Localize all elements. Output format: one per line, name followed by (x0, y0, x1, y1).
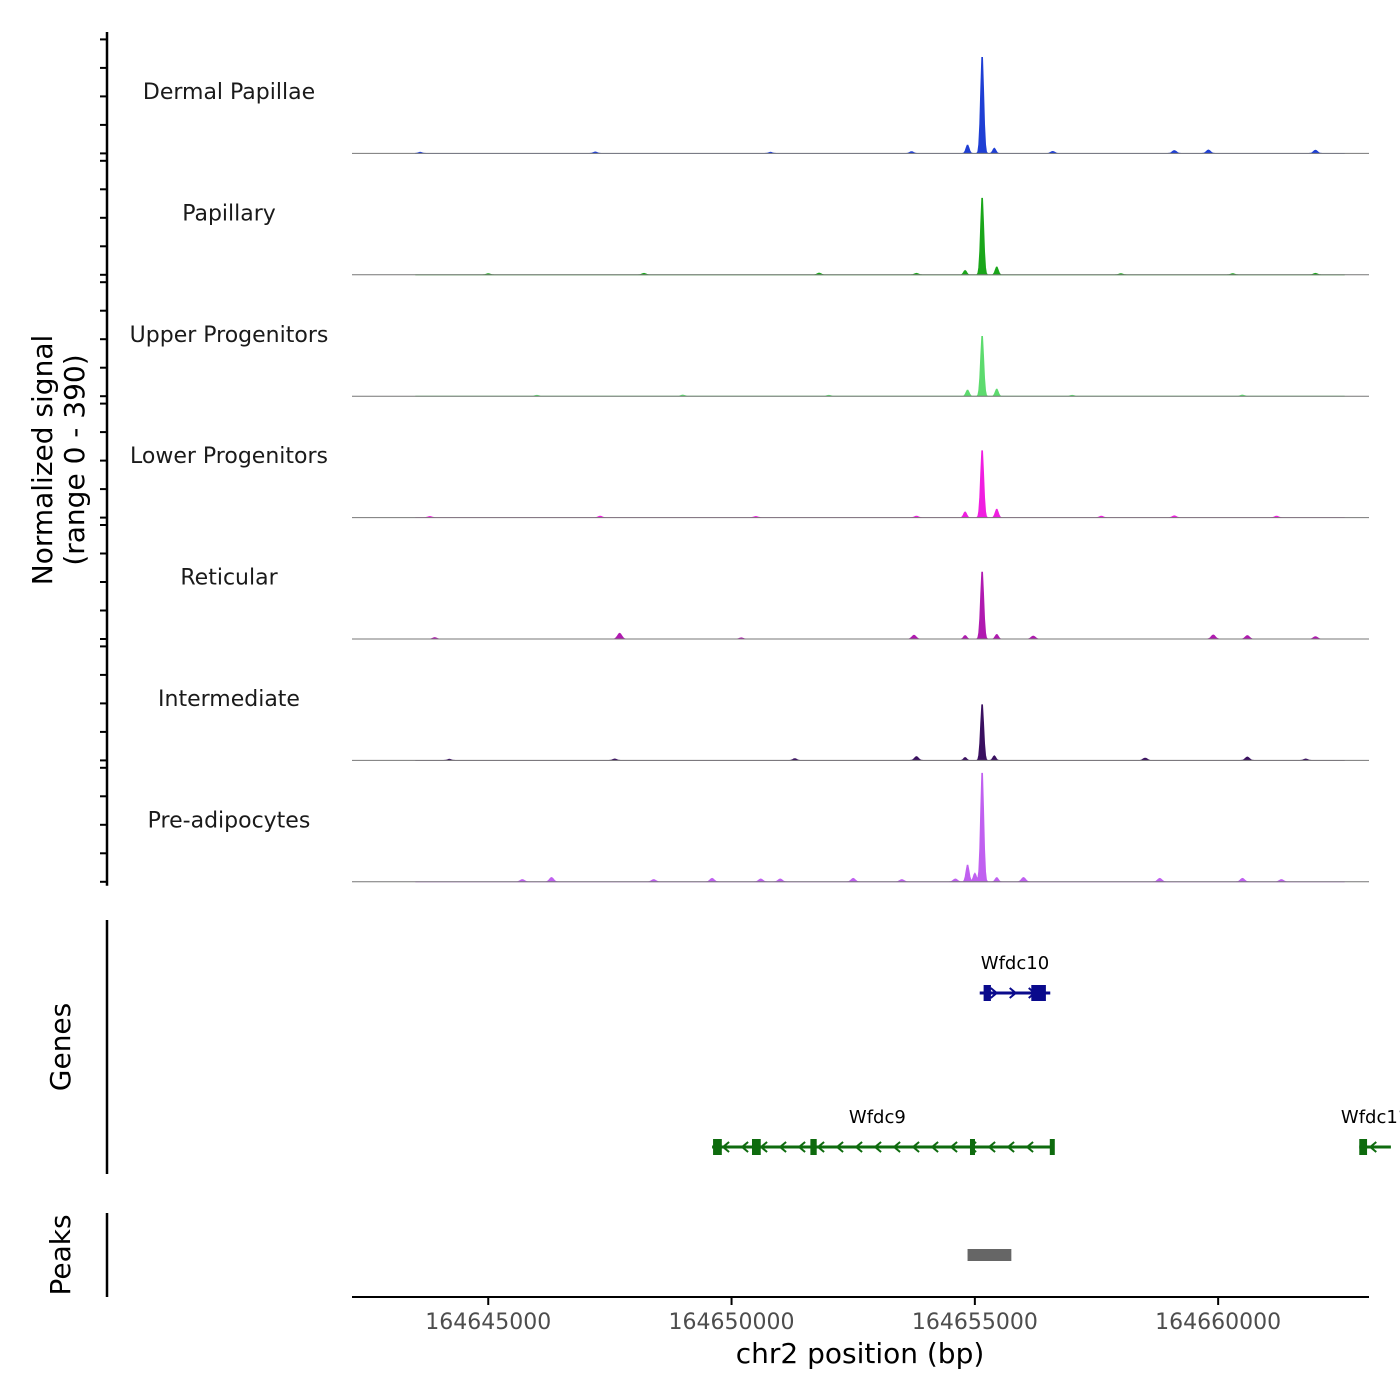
x-tick-label: 164655000 (912, 1310, 1038, 1335)
signal-area (415, 450, 1345, 518)
gene-label: Wfdc10 (981, 953, 1049, 974)
genes-panel: Genes Wfdc10 Wfdc9 Wfdc11 (44, 920, 1400, 1174)
genes-axis-title: Genes (44, 1003, 77, 1091)
track-label: Reticular (180, 566, 278, 591)
signal-area (415, 772, 1345, 883)
strand-chevron (1025, 1141, 1034, 1153)
gene-exon (1031, 985, 1046, 1001)
x-axis-title: chr2 position (bp) (736, 1337, 985, 1370)
strand-chevron (949, 1141, 958, 1153)
signal-tracks: Dermal Papillae Papillary Upper Progenitor… (100, 32, 1369, 886)
track-intermediate: Intermediate (100, 645, 1369, 762)
x-tick-label: 164645000 (425, 1310, 551, 1335)
track-upper-progenitors: Upper Progenitors (100, 281, 1369, 398)
strand-chevron (740, 1141, 749, 1153)
signal-area (415, 571, 1345, 640)
track-label: Intermediate (158, 687, 300, 712)
x-tick-label: 164660000 (1155, 1310, 1281, 1335)
strand-chevron (873, 1141, 882, 1153)
gene-wfdc10: Wfdc10 (979, 953, 1051, 1001)
peak-region (967, 1249, 1012, 1261)
gene-exon (1359, 1139, 1368, 1155)
peaks-panel: Peaks (44, 1213, 1012, 1297)
y-axis-title-line1: Normalized signal (26, 335, 59, 586)
signal-area (415, 336, 1345, 397)
strand-chevron (721, 1141, 730, 1153)
y-axis-title-line2: (range 0 - 390) (58, 354, 91, 565)
gene-exon (810, 1139, 817, 1155)
gene-exon (1049, 1139, 1055, 1155)
track-papillary: Papillary (100, 159, 1369, 276)
track-label: Upper Progenitors (130, 323, 329, 348)
peaks-axis-title: Peaks (44, 1214, 77, 1295)
gene-exon (751, 1139, 761, 1155)
strand-chevron (759, 1141, 768, 1153)
track-lower-progenitors: Lower Progenitors (100, 402, 1369, 519)
gene-label: Wfdc11 (1341, 1107, 1400, 1128)
strand-chevron (816, 1141, 825, 1153)
gene-exon (969, 1139, 975, 1155)
gene-wfdc11: Wfdc11 (1341, 1107, 1400, 1155)
strand-chevron (1009, 987, 1018, 999)
gene-wfdc9: Wfdc9 (712, 1107, 1055, 1155)
gene-exon (713, 1139, 722, 1155)
signal-y-axis-title: Normalized signal (range 0 - 390) (26, 335, 91, 586)
strand-chevron (911, 1141, 920, 1153)
track-label: Papillary (182, 201, 276, 226)
strand-chevron (1006, 1141, 1015, 1153)
track-dermal-papillae: Dermal Papillae (100, 38, 1369, 155)
strand-chevron (854, 1141, 863, 1153)
strand-chevron (987, 1141, 996, 1153)
x-axis: chr2 position (bp) 164645000 164650000 164… (352, 1296, 1369, 1370)
track-pre-adipocytes: Pre-adipocytes (100, 766, 1369, 883)
gene-label: Wfdc9 (849, 1107, 906, 1128)
strand-chevron (892, 1141, 901, 1153)
strand-chevron (930, 1141, 939, 1153)
strand-chevron (797, 1141, 806, 1153)
strand-chevron (990, 987, 999, 999)
signal-area (414, 57, 1345, 154)
track-label: Pre-adipocytes (148, 808, 311, 833)
x-tick-label: 164650000 (669, 1310, 795, 1335)
track-label: Dermal Papillae (143, 80, 315, 105)
strand-chevron (778, 1141, 787, 1153)
strand-chevron (1368, 1141, 1377, 1153)
signal-area (415, 197, 1345, 276)
signal-area (415, 704, 1345, 761)
strand-chevron (835, 1141, 844, 1153)
gene-exon (983, 985, 991, 1001)
track-label: Lower Progenitors (130, 444, 328, 469)
track-reticular: Reticular (100, 524, 1369, 640)
